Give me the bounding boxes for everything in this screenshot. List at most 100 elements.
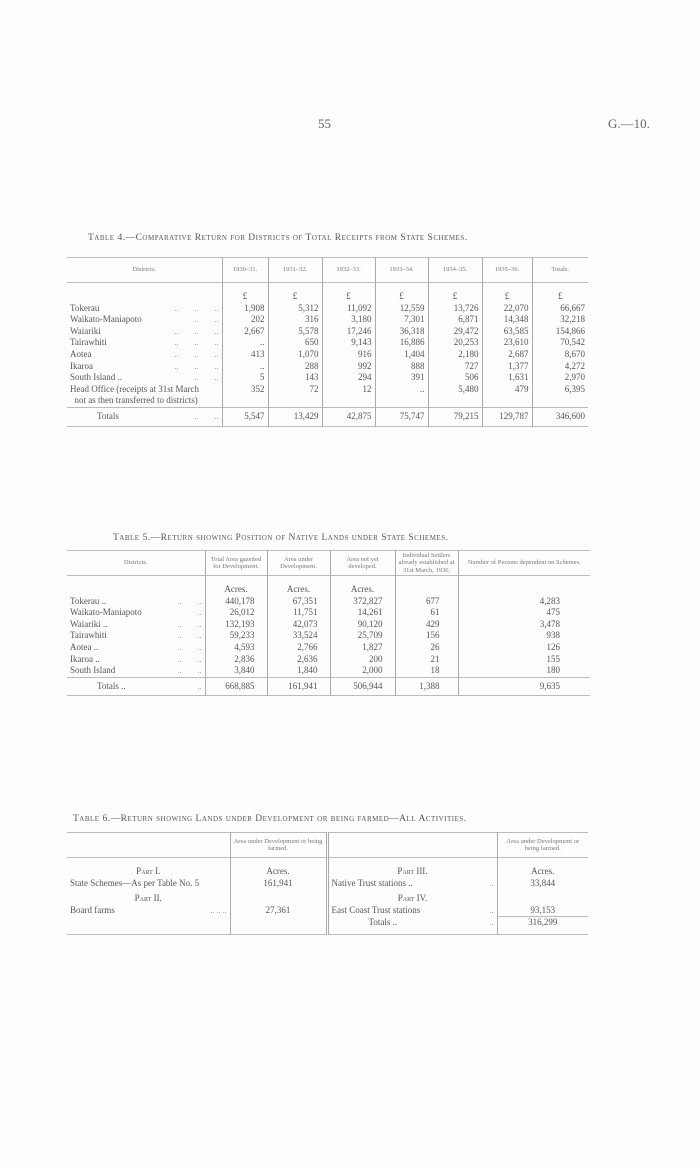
cell-value: 506,944 xyxy=(329,676,395,696)
part1-label: State Schemes—As per Table No. 5 xyxy=(70,877,200,888)
cell-value: 5,547 xyxy=(221,406,268,427)
cell-value: 42,875 xyxy=(321,406,375,427)
cell-value: 90,120 xyxy=(329,618,395,631)
cell-value: 2,970 xyxy=(531,372,588,384)
totals-label: Totals xyxy=(97,410,119,421)
column-header: 1933–34. xyxy=(374,257,428,283)
leader-dots: .. .. .. xyxy=(174,338,219,348)
cell-value xyxy=(321,395,375,408)
column-header: Number of Persons dependent on Schemes. xyxy=(457,550,590,576)
column-header: Individual Settlers already established … xyxy=(394,550,458,576)
cell-value: 4,593 xyxy=(204,641,267,654)
cell-value: 2,687 xyxy=(481,348,532,361)
table-row: Aotea .. .. .. 4,593 2,766 1,827 26 126 xyxy=(67,641,590,654)
table-row: Tairawhiti .. .. 59,233 33,524 25,709 156 938 xyxy=(67,630,590,642)
table-row: Waikato-Maniapoto.. 26,012 11,751 14,261 61 4… xyxy=(67,607,590,619)
totals-label: Totals .. xyxy=(368,917,398,928)
column-header: 1930–31. xyxy=(221,257,268,283)
cell-value: 42,073 xyxy=(266,618,330,631)
table6: Area under Development or being farmed. … xyxy=(67,832,588,935)
table-row: Aotea .. .. .. 413 1,070 916 1,404 2,180 2,687 8… xyxy=(67,348,588,361)
unit-label: Acres. xyxy=(229,857,327,878)
cell-value: 2,180 xyxy=(427,348,482,361)
district-name: Head Office (receipts at 31st March xyxy=(70,383,200,394)
cell-value xyxy=(267,395,322,408)
cell-value: 429 xyxy=(394,618,458,631)
unit-label: £ xyxy=(481,282,532,303)
cell-value xyxy=(221,395,268,408)
cell-value: 938 xyxy=(457,630,590,642)
unit-label: Acres. xyxy=(266,575,330,596)
cell-value: 916 xyxy=(321,348,375,361)
table5-title: Table 5.—Return showing Position of Nati… xyxy=(113,533,449,543)
table-row: South Island .. .. .. 5 143 294 391 506 1,631 2,… xyxy=(67,372,588,384)
column-header: 1935–36. xyxy=(481,257,532,283)
district-name: Tairawhiti xyxy=(70,337,107,348)
leader-dots: .. .. .. xyxy=(174,361,219,371)
cell-value: 155 xyxy=(457,653,590,666)
unit-label: Acres. xyxy=(496,857,588,878)
cell-value: 7,301 xyxy=(374,314,428,326)
cell-value: 72 xyxy=(267,383,322,396)
cell-value: 3,840 xyxy=(204,665,267,678)
leader-dots: .. .. xyxy=(177,666,202,676)
cell-value: 156 xyxy=(394,630,458,642)
part4-heading: Part IV. xyxy=(325,889,497,905)
cell-value: 727 xyxy=(427,360,482,373)
cell-value: 126 xyxy=(457,641,590,654)
table-row: Waiariki .. .. .. 132,193 42,073 90,120 429 3,… xyxy=(67,618,590,631)
leader-dots: .. .. .. xyxy=(174,349,219,359)
cell-value: 316 xyxy=(267,314,322,326)
leader-dots: .. .. xyxy=(194,315,219,325)
cell-value: 475 xyxy=(457,607,590,619)
district-name: Tokerau xyxy=(70,302,100,313)
part2-heading: Part II. xyxy=(134,893,162,904)
cell-value: .. xyxy=(374,383,428,396)
cell-value: 17,246 xyxy=(321,325,375,338)
part3-heading: Part III. xyxy=(325,857,497,878)
column-header: Districts. xyxy=(123,559,148,567)
cell-value: 1,404 xyxy=(374,348,428,361)
table-row: not as then transferred to districts) xyxy=(67,395,588,408)
column-header: 1932–33. xyxy=(321,257,375,283)
cell-value: 26 xyxy=(394,641,458,654)
table4-title: Table 4.—Comparative Return for District… xyxy=(88,233,468,243)
table-row: Tokerau .. .. .. 1,908 5,312 11,092 12,559 13,… xyxy=(67,302,588,315)
table-row: Head Office (receipts at 31st March 352 72… xyxy=(67,383,588,396)
cell-value: 59,233 xyxy=(204,630,267,642)
cell-value: 677 xyxy=(394,595,458,608)
table-row: Ikaroa .. .. .. 2,836 2,636 200 21 155 xyxy=(67,653,590,666)
part1-heading: Part I. xyxy=(136,866,161,876)
cell-value: 1,908 xyxy=(221,302,268,315)
cell-value: 36,318 xyxy=(374,325,428,338)
cell-value: 3,478 xyxy=(457,618,590,631)
cell-value: 29,472 xyxy=(427,325,482,338)
cell-value: 26,012 xyxy=(204,607,267,619)
unit-label xyxy=(457,575,590,596)
cell-value: 14,261 xyxy=(329,607,395,619)
cell-value: 16,886 xyxy=(374,337,428,349)
leader-dots: .. xyxy=(489,878,494,888)
cell-value: 288 xyxy=(267,360,322,373)
cell-value: 4,283 xyxy=(457,595,590,608)
cell-value: 1,631 xyxy=(481,372,532,384)
cell-value: 12,559 xyxy=(374,302,428,315)
cell-value: 22,070 xyxy=(481,302,532,315)
table4: Districts. 1930–31. 1931–32. 1932–33. 1933–3… xyxy=(67,257,588,427)
cell-value: 2,667 xyxy=(221,325,268,338)
cell-value: 161,941 xyxy=(266,676,330,696)
leader-dots: .. .. xyxy=(177,596,202,606)
cell-value xyxy=(374,395,428,408)
cell-value: 2,636 xyxy=(266,653,330,666)
column-header: 1934–35. xyxy=(427,257,482,283)
district-name: Tokerau .. xyxy=(70,595,107,606)
cell-value: 5,578 xyxy=(267,325,322,338)
unit-label xyxy=(394,575,458,596)
district-name: Waikato-Maniapoto xyxy=(70,314,142,325)
table-row: Waikato-Maniapoto .. .. 202 316 3,180 7,301 6,… xyxy=(67,314,588,326)
unit-label: £ xyxy=(374,282,428,303)
column-header: Totals. xyxy=(531,257,588,283)
cell-value: 13,429 xyxy=(267,406,322,427)
unit-label: £ xyxy=(267,282,322,303)
part4-value: 93,153 xyxy=(496,904,588,917)
